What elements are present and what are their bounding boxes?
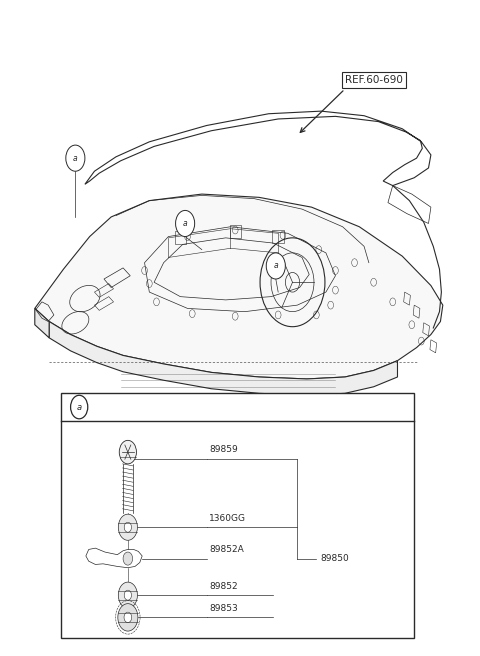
Text: a: a bbox=[183, 219, 187, 228]
Text: 89852: 89852 bbox=[209, 582, 238, 590]
Text: a: a bbox=[73, 154, 78, 163]
Circle shape bbox=[176, 211, 195, 237]
Text: a: a bbox=[274, 262, 278, 270]
Text: 1360GG: 1360GG bbox=[209, 514, 246, 523]
Circle shape bbox=[119, 440, 136, 464]
Text: 89853: 89853 bbox=[209, 604, 238, 613]
Circle shape bbox=[71, 396, 88, 419]
Text: 89852A: 89852A bbox=[209, 545, 244, 554]
Text: 89850: 89850 bbox=[320, 554, 349, 563]
Text: a: a bbox=[77, 403, 82, 411]
Bar bbox=[61, 394, 414, 638]
Circle shape bbox=[124, 522, 132, 532]
Circle shape bbox=[66, 145, 85, 171]
Circle shape bbox=[124, 590, 132, 600]
Circle shape bbox=[123, 552, 132, 565]
Circle shape bbox=[118, 604, 138, 631]
Circle shape bbox=[118, 582, 137, 608]
Circle shape bbox=[118, 514, 137, 541]
Circle shape bbox=[124, 612, 132, 623]
Text: REF.60-690: REF.60-690 bbox=[345, 75, 403, 85]
Text: 89859: 89859 bbox=[209, 445, 238, 454]
Polygon shape bbox=[49, 321, 397, 396]
Polygon shape bbox=[35, 308, 49, 338]
Circle shape bbox=[266, 253, 285, 279]
Polygon shape bbox=[35, 194, 443, 379]
